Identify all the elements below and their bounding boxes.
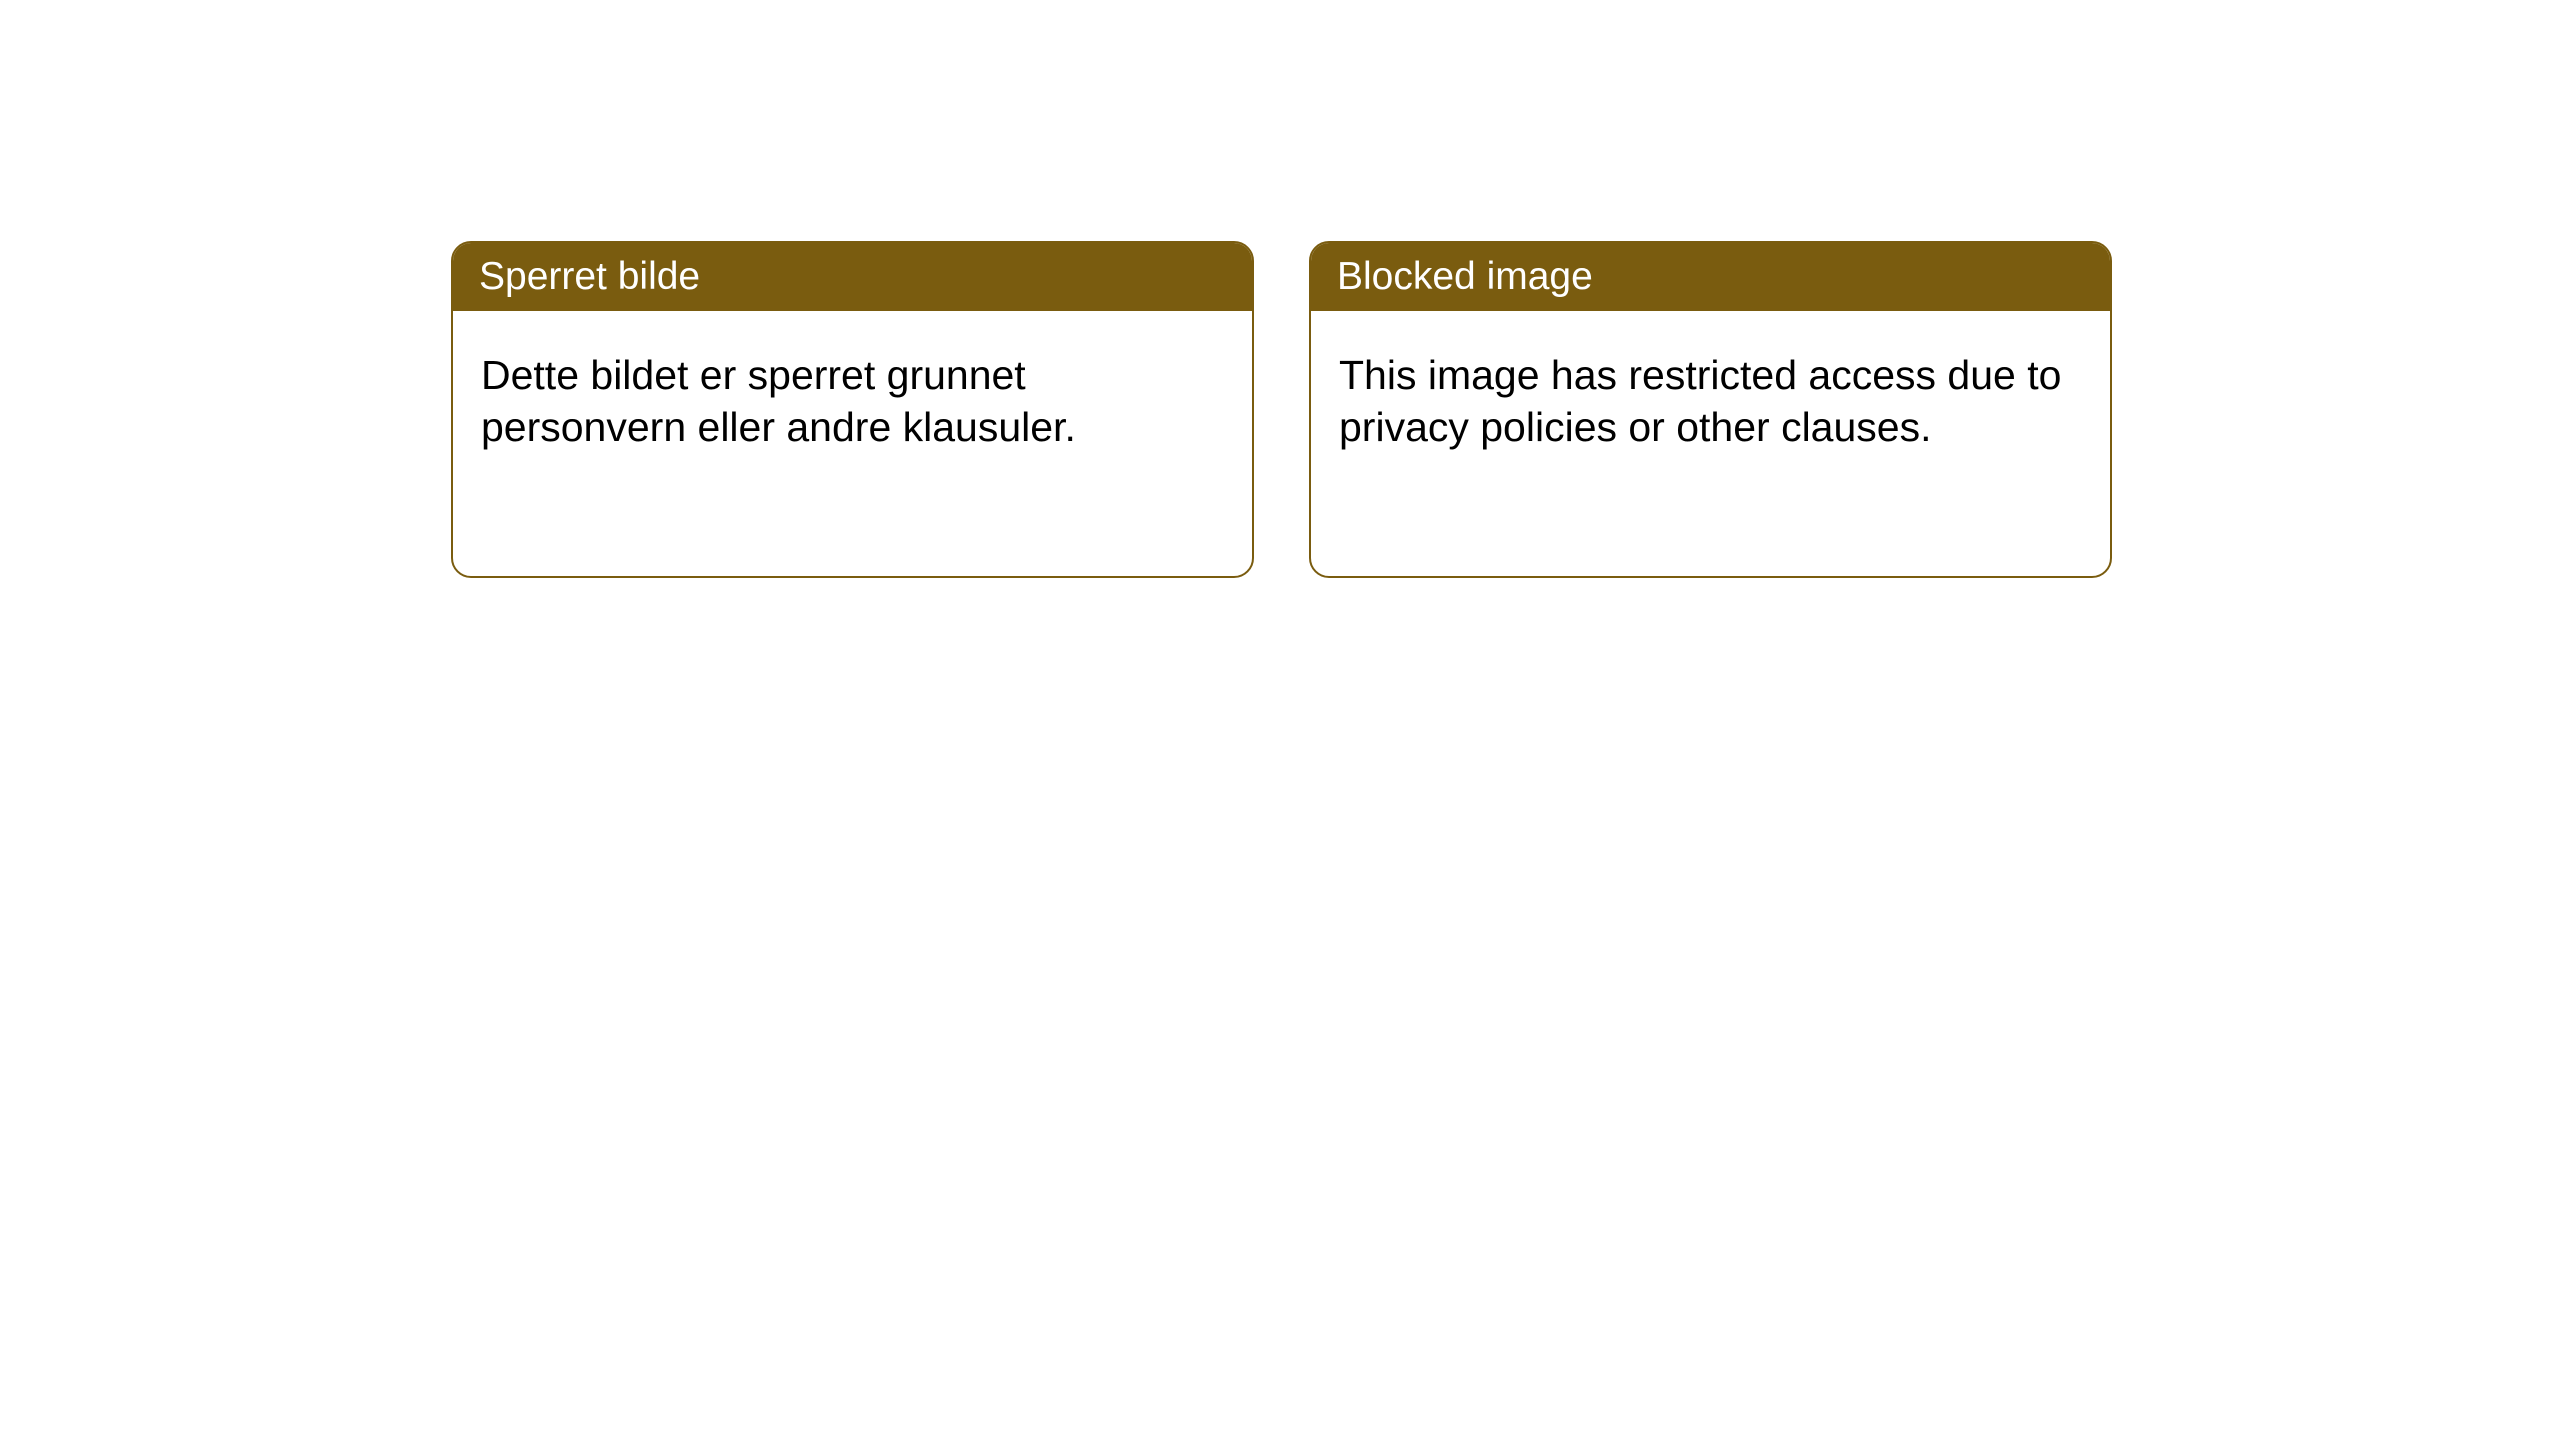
notice-cards-container: Sperret bilde Dette bildet er sperret gr… (0, 0, 2560, 578)
card-header-en: Blocked image (1311, 243, 2110, 311)
card-title-en: Blocked image (1337, 255, 1593, 298)
card-body-en: This image has restricted access due to … (1311, 311, 2110, 492)
blocked-image-card-en: Blocked image This image has restricted … (1309, 241, 2112, 578)
card-title-no: Sperret bilde (479, 255, 700, 298)
card-message-en: This image has restricted access due to … (1339, 352, 2061, 450)
card-header-no: Sperret bilde (453, 243, 1252, 311)
card-message-no: Dette bildet er sperret grunnet personve… (481, 352, 1076, 450)
card-body-no: Dette bildet er sperret grunnet personve… (453, 311, 1252, 492)
blocked-image-card-no: Sperret bilde Dette bildet er sperret gr… (451, 241, 1254, 578)
